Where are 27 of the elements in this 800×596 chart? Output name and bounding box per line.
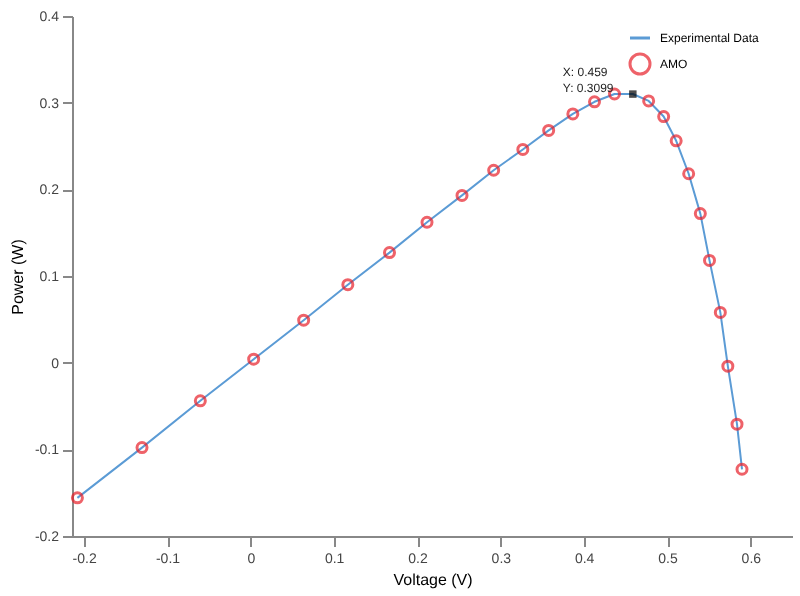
point bbox=[642, 94, 656, 108]
point bbox=[693, 207, 707, 221]
point bbox=[516, 142, 530, 156]
point bbox=[657, 110, 671, 124]
point bbox=[341, 278, 355, 292]
point bbox=[682, 167, 696, 181]
point bbox=[669, 134, 683, 148]
point bbox=[566, 107, 580, 121]
point bbox=[193, 394, 207, 408]
point bbox=[703, 253, 716, 267]
point bbox=[70, 491, 84, 505]
point bbox=[487, 163, 501, 177]
point bbox=[713, 305, 727, 319]
point bbox=[721, 359, 735, 373]
point bbox=[455, 188, 469, 202]
point bbox=[730, 417, 744, 431]
point bbox=[588, 95, 601, 109]
point bbox=[420, 215, 434, 229]
x-axis-title: Voltage (V) bbox=[393, 571, 474, 589]
point bbox=[247, 352, 261, 366]
y-axis-title: Power (W) bbox=[8, 238, 27, 315]
point bbox=[383, 246, 396, 260]
point bbox=[297, 313, 311, 327]
point bbox=[135, 441, 149, 455]
point bbox=[735, 462, 749, 476]
line-series bbox=[76, 90, 743, 499]
point bbox=[542, 123, 556, 137]
